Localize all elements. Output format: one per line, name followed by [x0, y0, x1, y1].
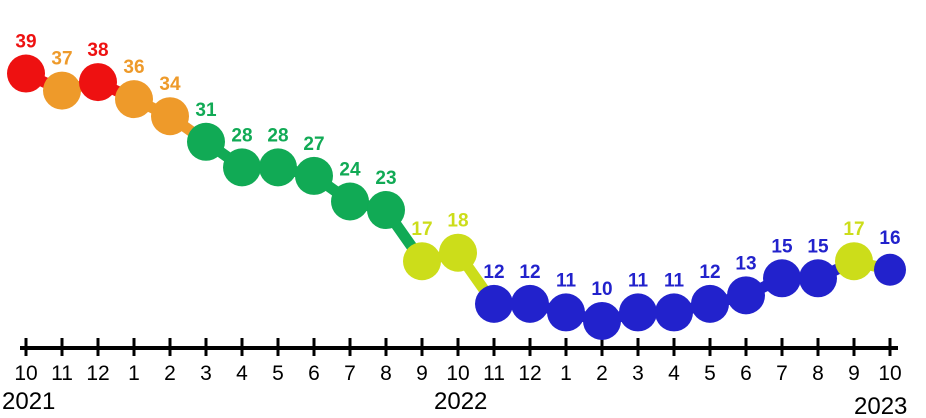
- x-tick-label: 11: [483, 362, 505, 385]
- x-tick-label: 2: [164, 362, 176, 385]
- x-tick-label: 1: [560, 362, 572, 385]
- data-point: [799, 259, 837, 298]
- data-point: [295, 156, 333, 195]
- data-point: [583, 301, 621, 340]
- data-label: 17: [843, 219, 864, 240]
- data-point: [259, 148, 297, 187]
- data-label: 39: [15, 32, 36, 53]
- x-tick-label: 8: [380, 362, 392, 385]
- x-tick-label: 11: [51, 362, 73, 385]
- x-tick-label: 6: [308, 362, 320, 385]
- data-label: 12: [699, 262, 720, 283]
- data-label: 11: [664, 270, 685, 291]
- data-label: 17: [411, 219, 432, 240]
- x-tick-label: 12: [86, 362, 109, 385]
- data-point: [367, 191, 405, 230]
- data-label: 27: [303, 134, 324, 155]
- data-point: [331, 182, 369, 221]
- data-label: 31: [195, 100, 217, 121]
- data-point: [439, 233, 477, 272]
- data-point: [403, 242, 441, 281]
- data-label: 18: [447, 211, 468, 232]
- x-tick-label: 5: [704, 362, 716, 385]
- x-tick-label: 4: [236, 362, 248, 385]
- data-point: [223, 148, 261, 187]
- data-point: [79, 63, 117, 102]
- data-point: [763, 259, 801, 298]
- data-points: [7, 54, 906, 340]
- x-tick-label: 9: [416, 362, 428, 385]
- data-point: [691, 284, 729, 323]
- x-tick-label: 7: [776, 362, 788, 385]
- x-tick-label: 10: [446, 362, 469, 385]
- data-label: 12: [483, 262, 504, 283]
- x-tick-label: 2: [596, 362, 608, 385]
- x-tick-label: 8: [812, 362, 824, 385]
- data-point: [475, 284, 513, 323]
- year-label: 2022: [434, 388, 487, 415]
- data-label: 13: [735, 253, 756, 274]
- data-label: 38: [87, 40, 108, 61]
- year-label: 2023: [854, 393, 907, 418]
- x-axis: [20, 338, 898, 356]
- data-label: 12: [519, 262, 540, 283]
- x-tick-label: 10: [14, 362, 37, 385]
- data-label: 11: [556, 270, 577, 291]
- data-label: 28: [267, 125, 288, 146]
- x-tick-label: 9: [848, 362, 860, 385]
- data-point: [187, 122, 225, 161]
- data-label: 15: [771, 236, 793, 257]
- data-point: [619, 293, 657, 332]
- x-tick-label: 3: [200, 362, 212, 385]
- data-label: 16: [879, 228, 900, 249]
- x-tick-label: 7: [344, 362, 356, 385]
- data-label: 24: [339, 160, 361, 181]
- x-tick-label: 1: [128, 362, 140, 385]
- x-tick-label: 4: [668, 362, 680, 385]
- data-point: [874, 253, 906, 286]
- data-point: [7, 54, 45, 93]
- data-point: [115, 80, 153, 119]
- data-label: 11: [628, 270, 649, 291]
- x-tick-label: 10: [878, 362, 901, 385]
- x-tick-label: 12: [518, 362, 541, 385]
- data-label: 10: [591, 279, 612, 300]
- data-point: [151, 97, 189, 136]
- x-tick-label: 5: [272, 362, 284, 385]
- data-label: 28: [231, 125, 252, 146]
- data-point: [43, 71, 81, 110]
- data-point: [511, 284, 549, 323]
- data-label: 36: [123, 57, 144, 78]
- data-label: 15: [807, 236, 829, 257]
- x-tick-label: 3: [632, 362, 644, 385]
- data-point: [547, 293, 585, 332]
- data-label: 34: [159, 74, 181, 95]
- data-label: 37: [51, 49, 72, 70]
- year-labels: 2021 2022 2023: [2, 388, 907, 418]
- data-point: [655, 293, 693, 332]
- data-labels: 39 37 38 36 34 31 28 28 27 24 23 17 18 12 12 11 10 11 11 12…: [15, 32, 900, 300]
- data-label: 23: [375, 168, 396, 189]
- data-point: [835, 242, 873, 281]
- data-point: [727, 276, 765, 315]
- year-label: 2021: [2, 388, 55, 415]
- x-tick-labels: 10 11 12 1 2 3 4 5 6 7 8 9 10 11 12 1 2 3 4 5 6 7 8 9 10: [14, 362, 901, 385]
- x-tick-label: 6: [740, 362, 752, 385]
